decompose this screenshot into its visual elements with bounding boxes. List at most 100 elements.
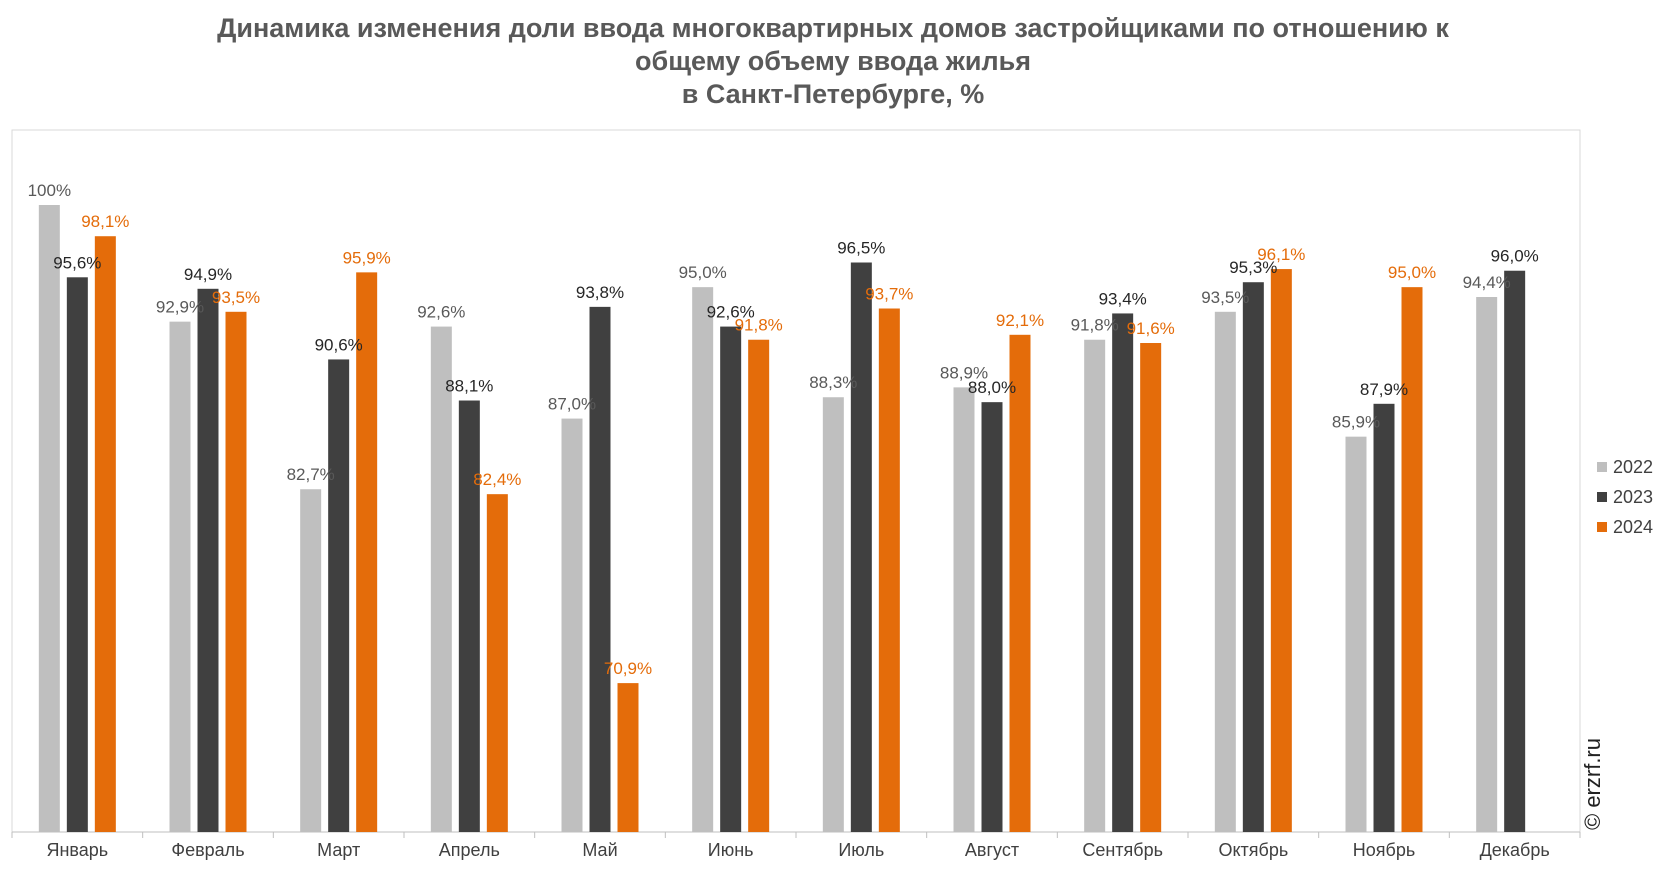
bar-2024	[748, 339, 770, 832]
x-tick-label: Декабрь	[1480, 840, 1550, 860]
bar-2024	[1140, 343, 1162, 832]
data-label-2024: 98,1%	[81, 212, 129, 231]
x-tick-label: Апрель	[439, 840, 500, 860]
bar-2023	[1373, 403, 1395, 832]
legend-item-2023: 2023	[1597, 482, 1653, 512]
data-labels-group: 100% 95,6% 98,1% 92,9% 94,9% 93,5% 82,7% 90,6% 9…	[28, 181, 1539, 678]
legend-label-2024: 2024	[1613, 516, 1654, 537]
legend-label-2023: 2023	[1613, 486, 1654, 507]
bar-2023	[589, 306, 611, 833]
bar-2023	[720, 326, 742, 832]
bar-2022	[1345, 436, 1367, 832]
data-label-2023: 92,6%	[707, 303, 755, 322]
data-label-2024: 91,8%	[735, 316, 783, 335]
x-tick-label: Февраль	[171, 840, 244, 860]
bar-2022	[300, 489, 322, 832]
chart-title-line-2: общему объему ввода жилья	[635, 46, 1031, 76]
data-label-2022: 87,0%	[548, 395, 596, 414]
data-label-2023: 93,8%	[576, 283, 624, 302]
data-label-2023: 94,9%	[184, 265, 232, 284]
bar-2022	[1476, 297, 1498, 832]
data-label-2023: 93,4%	[1099, 289, 1147, 308]
bar-2023	[1504, 270, 1526, 833]
data-label-2023: 88,1%	[445, 377, 493, 396]
bar-2023	[328, 359, 350, 832]
bar-2024	[1009, 334, 1031, 832]
bar-2024	[878, 308, 900, 832]
data-label-2022: 88,9%	[940, 363, 988, 382]
chart-title-line-1: Динамика изменения доли ввода многокварт…	[217, 13, 1449, 43]
x-tick-label: Июнь	[708, 840, 754, 860]
legend: 2022 2023 2024	[1597, 452, 1653, 542]
bar-2022	[38, 205, 60, 832]
legend-swatch-2024	[1597, 522, 1607, 532]
data-label-2022: 94,4%	[1463, 273, 1511, 292]
bar-2023	[850, 262, 872, 832]
data-label-2024: 70,9%	[604, 659, 652, 678]
data-label-2024: 95,0%	[1388, 263, 1436, 282]
x-tick-label: Октябрь	[1218, 840, 1288, 860]
data-label-2022: 82,7%	[287, 465, 335, 484]
data-label-2022: 93,5%	[1201, 288, 1249, 307]
data-label-2022: 92,9%	[156, 298, 204, 317]
legend-item-2024: 2024	[1597, 512, 1653, 542]
bar-2023	[981, 402, 1003, 832]
data-label-2024: 95,9%	[343, 248, 391, 267]
data-label-2022: 100%	[28, 181, 71, 200]
plot-area-border	[11, 129, 1581, 833]
x-axis-labels: Январь Февраль Март Апрель Май Июнь Июль Август…	[46, 840, 1549, 860]
bar-2024	[356, 272, 378, 832]
data-label-2022: 92,6%	[417, 303, 465, 322]
data-label-2022: 95,0%	[679, 263, 727, 282]
x-tick-label: Июль	[838, 840, 884, 860]
watermark: © erzrf.ru	[1580, 738, 1605, 830]
data-label-2024: 93,5%	[212, 288, 260, 307]
bar-2022	[1214, 311, 1236, 832]
data-label-2024: 96,1%	[1257, 245, 1305, 264]
data-label-2022: 91,8%	[1071, 316, 1119, 335]
legend-swatch-2023	[1597, 492, 1607, 502]
data-label-2023: 95,6%	[53, 253, 101, 272]
data-label-2023: 88,0%	[968, 378, 1016, 397]
legend-item-2022: 2022	[1597, 452, 1653, 482]
x-tick-label: Август	[965, 840, 1019, 860]
bar-2023	[458, 400, 480, 832]
bar-2022	[692, 287, 714, 832]
bar-2022	[953, 387, 975, 832]
legend-swatch-2022	[1597, 462, 1607, 472]
x-tick-label: Январь	[46, 840, 108, 860]
bar-2023	[1112, 313, 1134, 832]
bars-group	[38, 205, 1526, 833]
bar-2024	[225, 311, 247, 832]
bar-2022	[430, 326, 452, 832]
data-label-2022: 85,9%	[1332, 413, 1380, 432]
chart-title: Динамика изменения доли ввода многокварт…	[0, 12, 1666, 111]
bar-2024	[94, 236, 116, 833]
x-tick-label: Март	[317, 840, 360, 860]
bar-2022	[1084, 339, 1106, 832]
data-label-2024: 91,6%	[1127, 319, 1175, 338]
data-label-2023: 96,5%	[837, 239, 885, 258]
legend-label-2022: 2022	[1613, 456, 1654, 477]
bar-2022	[169, 321, 191, 832]
data-label-2022: 88,3%	[809, 373, 857, 392]
data-label-2023: 87,9%	[1360, 380, 1408, 399]
bar-2023	[1242, 282, 1264, 832]
x-tick-label: Май	[582, 840, 617, 860]
x-axis-ticks	[11, 832, 1581, 838]
data-label-2024: 93,7%	[865, 285, 913, 304]
data-label-2023: 90,6%	[315, 335, 363, 354]
bar-2023	[66, 277, 88, 832]
bar-2023	[197, 288, 219, 833]
bar-2024	[617, 683, 639, 832]
bar-2024	[1401, 287, 1423, 832]
data-label-2024: 92,1%	[996, 311, 1044, 330]
data-label-2024: 82,4%	[473, 470, 521, 489]
bar-2024	[1270, 269, 1292, 832]
data-label-2023: 95,3%	[1229, 258, 1277, 277]
bar-2022	[822, 397, 844, 832]
bar-2022	[561, 418, 583, 832]
x-tick-label: Ноябрь	[1353, 840, 1415, 860]
x-tick-label: Сентябрь	[1082, 840, 1163, 860]
